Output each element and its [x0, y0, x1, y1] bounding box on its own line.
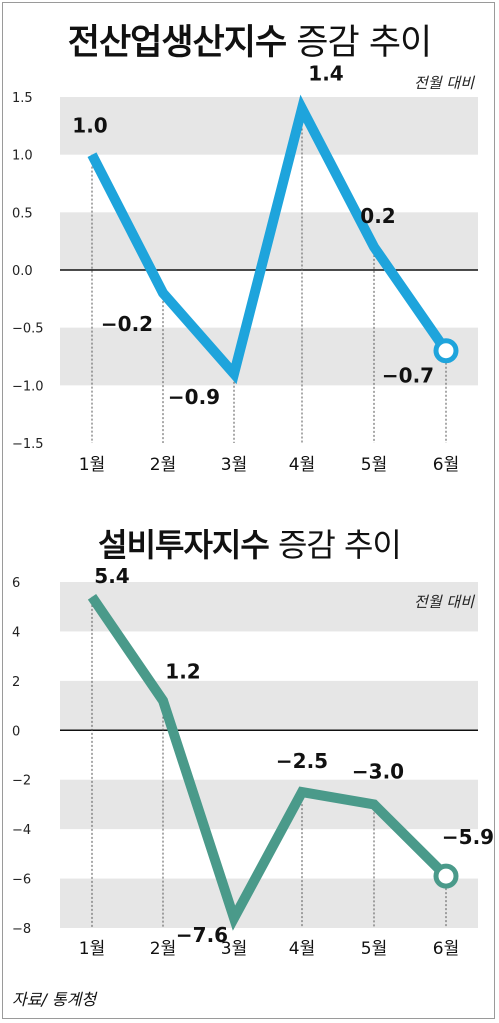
source-note: 자료/ 통계청 [12, 990, 97, 1009]
x-tick-label: 6월 [433, 939, 459, 959]
y-tick-label: −2 [12, 774, 31, 789]
end-point-marker [433, 338, 459, 364]
x-tick-label: 5월 [361, 939, 387, 959]
y-tick-label: −8 [12, 922, 31, 937]
x-tick-label: 1월 [79, 939, 105, 959]
y-tick-label: −0.5 [12, 322, 44, 337]
data-label: −3.0 [352, 759, 404, 783]
y-tick-label: 0.5 [12, 206, 33, 221]
chart1-title-suffix: 증감 추이 [296, 23, 432, 63]
series-line [87, 94, 451, 385]
data-label: −0.7 [382, 364, 434, 388]
x-tick-label: 4월 [289, 939, 315, 959]
grid-band [60, 779, 478, 830]
x-tick-label: 3월 [221, 939, 247, 959]
data-label: 1.0 [72, 114, 107, 138]
unit-note: 전월 대비 [414, 593, 475, 611]
x-tick-label: 2월 [150, 455, 176, 475]
chart2-title-main: 설비투자지수 [98, 526, 270, 564]
data-label: −2.5 [276, 749, 328, 773]
y-tick-label: −4 [12, 823, 31, 838]
x-tick-label: 4월 [289, 455, 315, 475]
end-point-marker [433, 863, 459, 889]
y-tick-label: 2 [12, 675, 20, 690]
chart1-title: 전산업생산지수 증감 추이 [0, 14, 499, 65]
series-line [87, 594, 450, 931]
y-tick-label: −6 [12, 873, 31, 888]
data-label: −7.6 [176, 923, 228, 947]
chart1-title-main: 전산업생산지수 [67, 23, 287, 63]
data-label: 0.2 [360, 204, 395, 228]
y-tick-label: 6 [12, 576, 20, 591]
y-tick-label: 4 [12, 625, 20, 640]
grid-band [60, 97, 478, 155]
data-label: 5.4 [94, 564, 129, 588]
y-tick-label: 0 [12, 724, 20, 739]
chart2-title-suffix: 증감 추이 [277, 526, 402, 564]
grid-band [60, 878, 478, 928]
data-label: −0.9 [168, 385, 220, 409]
y-tick-label: 1.0 [12, 149, 33, 164]
data-label: −5.9 [442, 825, 494, 849]
grid-band [60, 680, 478, 731]
grid-band [60, 327, 478, 386]
data-label: 1.2 [165, 660, 200, 684]
chart2-title: 설비투자지수 증감 추이 [0, 520, 499, 566]
y-tick-label: 0.0 [12, 264, 33, 279]
x-tick-label: 6월 [433, 455, 459, 475]
y-tick-label: 1.5 [12, 91, 33, 106]
x-tick-label: 5월 [361, 455, 387, 475]
data-label: 1.4 [308, 62, 343, 86]
y-tick-label: −1.5 [12, 437, 44, 452]
x-tick-label: 1월 [79, 455, 105, 475]
y-tick-label: −1.0 [12, 379, 44, 394]
data-label: −0.2 [101, 312, 153, 336]
x-tick-label: 3월 [221, 455, 247, 475]
grid-band [60, 582, 478, 632]
x-tick-label: 2월 [150, 939, 176, 959]
unit-note: 전월 대비 [414, 74, 475, 92]
